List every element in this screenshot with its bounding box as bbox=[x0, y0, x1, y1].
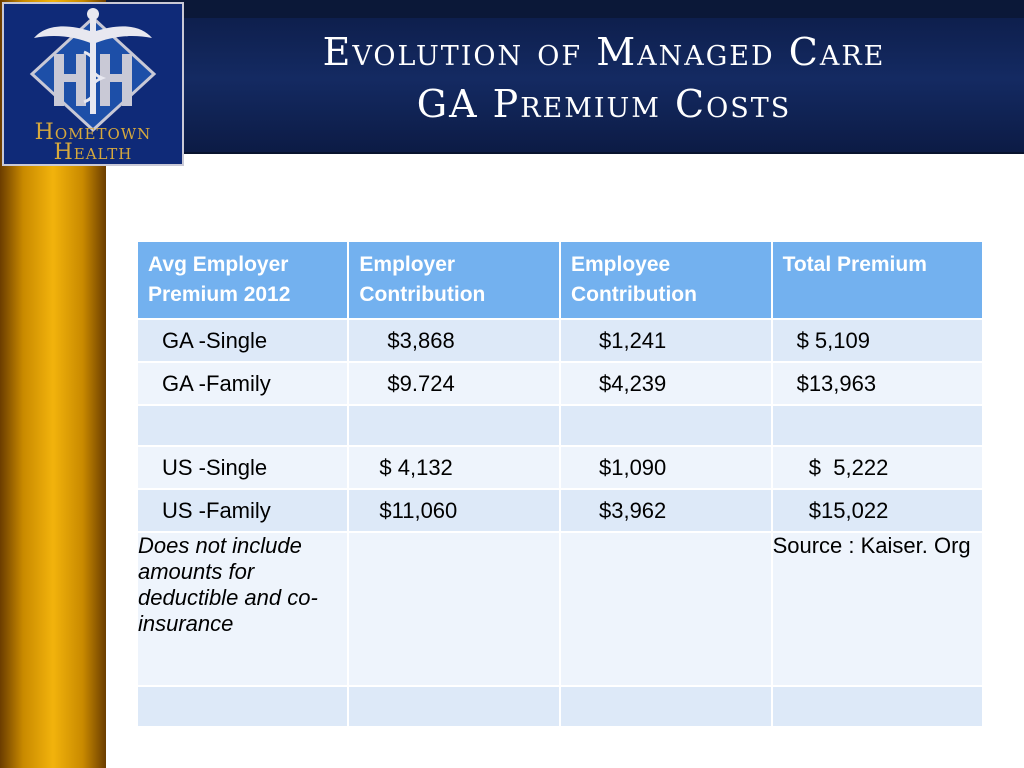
employer-contribution-cell bbox=[347, 404, 561, 447]
logo-text-line-1: Hometown bbox=[34, 120, 152, 145]
empty-cell bbox=[347, 685, 561, 728]
total-premium-cell: $15,022 bbox=[770, 488, 985, 533]
empty-cell bbox=[135, 685, 350, 728]
employee-contribution-cell bbox=[558, 404, 773, 447]
exclusion-note: Does not include amounts for deductible … bbox=[135, 531, 350, 687]
header-employee-contribution: Employee Contribution bbox=[558, 240, 773, 320]
employee-contribution-cell: $1,090 bbox=[558, 445, 773, 490]
empty-cell bbox=[558, 685, 773, 728]
employer-contribution-cell: $3,868 bbox=[347, 318, 561, 363]
employer-contribution-cell: $9.724 bbox=[347, 361, 561, 406]
slide-title: Evolution of Managed Care GA Premium Cos… bbox=[184, 26, 1024, 130]
row-label: GA -Family bbox=[135, 361, 350, 406]
table-row: US -Single $ 4,132 $1,090 $ 5,222 bbox=[135, 445, 985, 490]
logo-text-line-2: Health bbox=[53, 140, 133, 165]
empty-cell bbox=[347, 531, 561, 687]
empty-cell bbox=[558, 531, 773, 687]
source-citation: Source : Kaiser. Org bbox=[770, 531, 985, 687]
caduceus-hh-icon bbox=[29, 8, 157, 133]
employer-contribution-cell: $11,060 bbox=[347, 488, 561, 533]
title-banner bbox=[184, 18, 1024, 154]
employee-contribution-cell: $4,239 bbox=[558, 361, 773, 406]
header-avg-employer-premium: Avg Employer Premium 2012 bbox=[135, 240, 350, 320]
total-premium-cell: $13,963 bbox=[770, 361, 985, 406]
total-premium-cell: $ 5,222 bbox=[770, 445, 985, 490]
row-label: US -Single bbox=[135, 445, 350, 490]
table-row-empty bbox=[135, 685, 985, 728]
gold-side-bar bbox=[0, 168, 106, 768]
table-note-row: Does not include amounts for deductible … bbox=[135, 531, 985, 687]
total-premium-cell: $ 5,109 bbox=[770, 318, 985, 363]
total-premium-cell bbox=[770, 404, 985, 447]
row-label: GA -Single bbox=[135, 318, 350, 363]
title-line-1: Evolution of Managed Care bbox=[322, 30, 886, 74]
employee-contribution-cell: $1,241 bbox=[558, 318, 773, 363]
premium-cost-table: Avg Employer Premium 2012 Employer Contr… bbox=[135, 240, 985, 728]
table-row: GA -Family $9.724 $4,239 $13,963 bbox=[135, 361, 985, 406]
empty-cell bbox=[770, 685, 985, 728]
title-line-2: GA Premium Costs bbox=[416, 82, 792, 126]
hometown-health-logo: Hometown Health bbox=[2, 2, 184, 166]
employee-contribution-cell: $3,962 bbox=[558, 488, 773, 533]
row-label: US -Family bbox=[135, 488, 350, 533]
row-label bbox=[135, 404, 350, 447]
table-row: GA -Single $3,868 $1,241 $ 5,109 bbox=[135, 318, 985, 363]
table-row-empty bbox=[135, 404, 985, 447]
header-employer-contribution: Employer Contribution bbox=[347, 240, 561, 320]
employer-contribution-cell: $ 4,132 bbox=[347, 445, 561, 490]
table-row: US -Family $11,060 $3,962 $15,022 bbox=[135, 488, 985, 533]
top-strip bbox=[0, 0, 1024, 18]
header-total-premium: Total Premium bbox=[770, 240, 985, 320]
table-header-row: Avg Employer Premium 2012 Employer Contr… bbox=[135, 240, 985, 320]
